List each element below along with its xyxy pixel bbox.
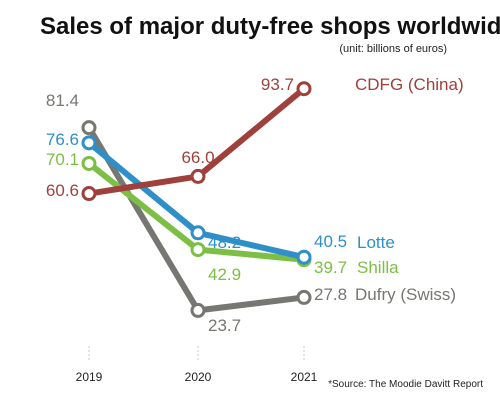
data-point [190,225,206,241]
data-label: 66.0 [181,148,214,167]
series-name-label: Dufry (Swiss) [355,285,456,304]
data-label: 93.7 [261,75,294,94]
data-label: 48.2 [208,233,241,252]
data-label: 60.6 [46,181,79,200]
x-tick-label: 2020 [185,370,212,384]
data-point [81,135,97,151]
series-name-label: Lotte [357,233,395,252]
data-point [296,289,312,305]
data-point [81,186,97,202]
data-point [296,249,312,265]
series-points [81,81,312,318]
data-point [190,302,206,318]
data-label: 40.5 [314,232,347,251]
data-labels: 60.6 66.0 93.7 CDFG (China) 76.6 48.2 40.5 Lott… [46,75,464,335]
chart-title: Sales of major duty-free shops worldwide [40,13,500,40]
data-point [190,168,206,184]
data-label: 27.8 [314,285,347,304]
series-name-label: CDFG (China) [355,75,464,94]
x-axis-ticks: 2019 2020 2021 [76,346,318,384]
data-label: 81.4 [46,91,79,110]
data-point [81,155,97,171]
data-label: 23.7 [208,316,241,335]
series-lines [86,85,307,314]
x-tick-label: 2021 [291,370,318,384]
data-point [296,81,312,97]
source-note: *Source: The Moodie Davitt Report [328,379,483,390]
series-name-label: Shilla [357,258,399,277]
data-label: 70.1 [46,150,79,169]
data-label: 42.9 [208,265,241,284]
data-point [81,120,97,136]
data-label: 76.6 [46,130,79,149]
x-tick-label: 2019 [76,370,103,384]
data-point [190,242,206,258]
data-label: 39.7 [314,258,347,277]
chart-subtitle: (unit: billions of euros) [339,43,447,55]
